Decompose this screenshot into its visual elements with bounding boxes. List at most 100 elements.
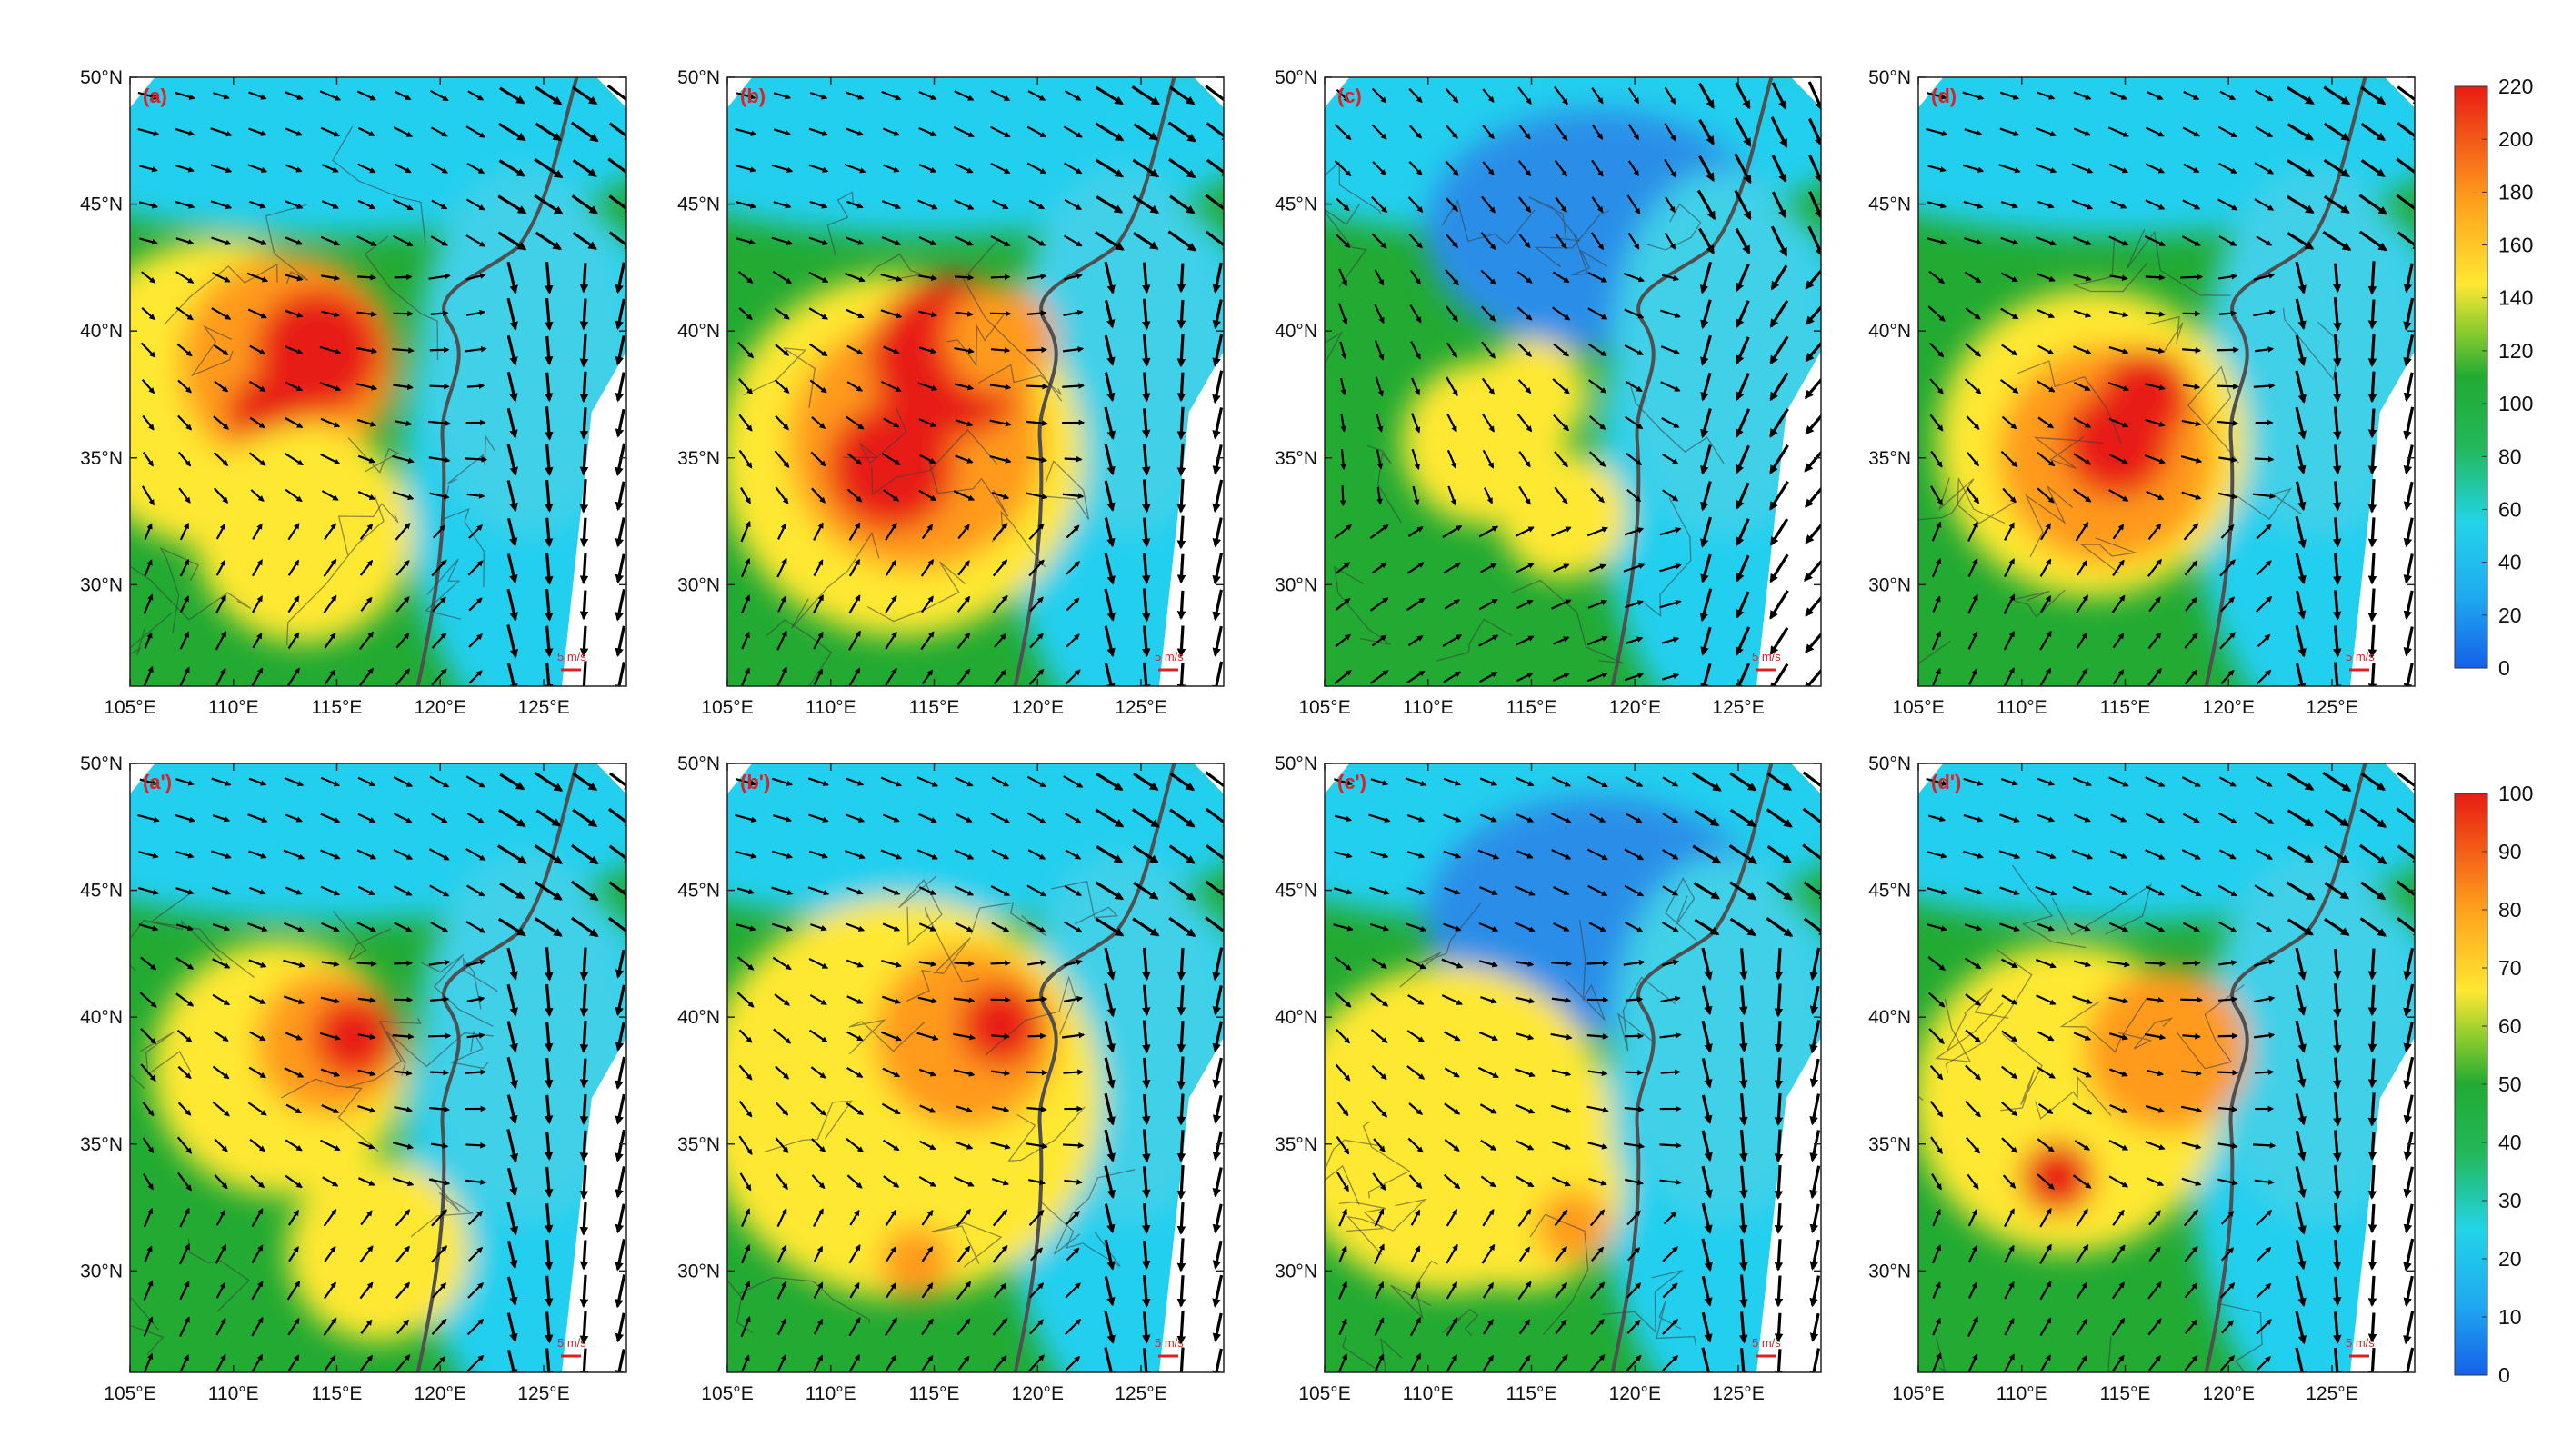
lat-tick-label: 40°N xyxy=(80,1007,123,1028)
lon-tick-label: 110°E xyxy=(208,1383,259,1404)
lat-tick-label: 30°N xyxy=(1275,1261,1317,1281)
coastline xyxy=(2204,77,2367,686)
lon-tick-label: 120°E xyxy=(1609,1383,1661,1404)
colorbar-tick-label: 80 xyxy=(2498,444,2522,468)
lat-tick-label: 40°N xyxy=(1868,1007,1911,1028)
wind-vectors xyxy=(137,84,626,686)
panel-label: (c') xyxy=(1337,771,1366,793)
lat-tick-label: 35°N xyxy=(1868,1134,1911,1155)
wind-vectors xyxy=(1334,81,1821,686)
panel-frame xyxy=(726,76,1225,687)
lon-tick-label: 125°E xyxy=(517,697,569,718)
panel-frame xyxy=(129,763,627,1373)
wind-vectors xyxy=(735,771,1224,1372)
lon-tick-label: 120°E xyxy=(1609,697,1661,718)
wind-vectors xyxy=(735,85,1224,686)
map-panel: (a') 5 m/s 105°E 110°E 115°E 120°E 125°E 50°N 45… xyxy=(80,753,627,1404)
lat-tick-label: 35°N xyxy=(1275,1134,1317,1155)
lon-tick-label: 120°E xyxy=(2203,1383,2255,1404)
colorbar-tick-label: 140 xyxy=(2498,286,2533,310)
colorbar-tick-label: 10 xyxy=(2498,1305,2522,1329)
lat-tick-label: 30°N xyxy=(1868,1261,1911,1281)
lat-tick-label: 35°N xyxy=(80,1134,123,1155)
lat-tick-label: 45°N xyxy=(677,881,720,902)
concentration-field xyxy=(727,763,1224,1372)
colorbar-tick-label: 100 xyxy=(2498,392,2533,415)
panel-frame xyxy=(1324,76,1822,687)
map-panel: (b) 5 m/s 105°E 110°E 115°E 120°E 125°E 50°N 45°… xyxy=(677,67,1225,718)
colorbar-tick-label: 20 xyxy=(2498,603,2522,627)
scale-label: 5 m/s xyxy=(1752,650,1781,663)
map-panel: (a) 5 m/s 105°E 110°E 115°E 120°E 125°E 50°N 45°… xyxy=(80,67,627,718)
coastline xyxy=(1013,77,1176,686)
scale-label: 5 m/s xyxy=(1752,1336,1781,1350)
colorbar-tick-label: 220 xyxy=(2498,75,2533,98)
lat-tick-label: 40°N xyxy=(1275,1007,1317,1028)
lon-tick-label: 105°E xyxy=(701,1383,753,1404)
lon-tick-label: 120°E xyxy=(415,697,466,718)
lat-tick-label: 45°N xyxy=(1275,194,1317,215)
lat-tick-label: 35°N xyxy=(1868,448,1911,469)
lat-tick-label: 40°N xyxy=(677,321,720,342)
colorbar-tick-label: 120 xyxy=(2498,339,2533,363)
colorbar-tick-label: 100 xyxy=(2498,782,2533,805)
lon-tick-label: 115°E xyxy=(2100,1383,2151,1404)
concentration-field xyxy=(130,77,626,686)
lat-tick-label: 50°N xyxy=(80,753,123,774)
lat-tick-label: 50°N xyxy=(1868,753,1911,774)
colorbar-tick-label: 40 xyxy=(2498,1131,2522,1154)
panel-label: (b') xyxy=(740,771,770,793)
scale-label: 5 m/s xyxy=(557,650,586,663)
panel-frame xyxy=(726,763,1225,1373)
lon-tick-label: 105°E xyxy=(1892,1383,1944,1404)
colorbar-tick-label: 70 xyxy=(2498,956,2522,980)
colorbar-tick-label: 0 xyxy=(2498,1363,2510,1387)
lon-tick-label: 110°E xyxy=(208,697,259,718)
lat-tick-label: 45°N xyxy=(80,881,123,902)
lon-tick-label: 105°E xyxy=(104,1383,155,1404)
lat-tick-label: 40°N xyxy=(80,321,123,342)
lon-tick-label: 110°E xyxy=(1403,697,1454,718)
concentration-field xyxy=(1325,77,1821,686)
lat-tick-label: 30°N xyxy=(1275,574,1317,595)
lon-tick-label: 105°E xyxy=(1298,1383,1350,1404)
lon-tick-label: 120°E xyxy=(2203,697,2255,718)
lat-tick-label: 30°N xyxy=(677,1261,720,1281)
colorbar-tick-label: 180 xyxy=(2498,180,2533,204)
lat-tick-label: 50°N xyxy=(677,753,720,774)
lat-tick-label: 50°N xyxy=(80,67,123,88)
concentration-field xyxy=(1918,763,2415,1372)
lon-tick-label: 115°E xyxy=(909,1383,960,1404)
panel-label: (a) xyxy=(143,85,167,107)
panel-frame xyxy=(1917,763,2416,1373)
coastline xyxy=(2204,763,2367,1372)
lat-tick-label: 40°N xyxy=(677,1007,720,1028)
lat-tick-label: 30°N xyxy=(677,574,720,595)
lon-tick-label: 115°E xyxy=(2100,697,2151,718)
colorbar-tick-label: 40 xyxy=(2498,551,2522,574)
lat-tick-label: 35°N xyxy=(80,448,123,469)
lat-tick-label: 30°N xyxy=(1868,574,1911,595)
colorbar-tick-label: 60 xyxy=(2498,497,2522,521)
lon-tick-label: 125°E xyxy=(1712,697,1764,718)
map-panel: (d') 5 m/s 105°E 110°E 115°E 120°E 125°E 50°N 45… xyxy=(1868,753,2416,1404)
lon-tick-label: 105°E xyxy=(701,697,753,718)
map-panel: (d) 5 m/s 105°E 110°E 115°E 120°E 125°E 50°N 45°… xyxy=(1868,67,2416,718)
lon-tick-label: 120°E xyxy=(1012,697,1064,718)
panel-label: (d') xyxy=(1931,771,1961,793)
lat-tick-label: 30°N xyxy=(80,1261,123,1281)
lon-tick-label: 125°E xyxy=(1115,697,1166,718)
concentration-field xyxy=(1325,763,1821,1372)
lon-tick-label: 125°E xyxy=(517,1383,569,1404)
wind-vectors xyxy=(137,771,626,1372)
wind-vectors xyxy=(1926,771,2415,1372)
map-panel: (c) 5 m/s 105°E 110°E 115°E 120°E 125°E 50°N 45°… xyxy=(1275,67,1822,718)
lon-tick-label: 115°E xyxy=(1506,697,1557,718)
scale-label: 5 m/s xyxy=(1155,650,1184,663)
panel-frame xyxy=(1324,763,1822,1373)
lon-tick-label: 110°E xyxy=(806,697,856,718)
lat-tick-label: 45°N xyxy=(80,194,123,215)
panel-label: (b) xyxy=(740,85,766,107)
